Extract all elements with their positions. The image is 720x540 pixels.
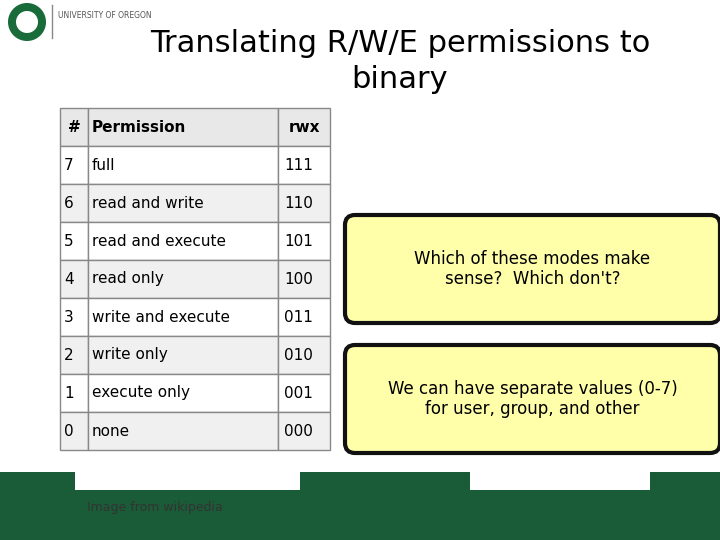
FancyBboxPatch shape — [345, 215, 720, 323]
Text: Which of these modes make
sense?  Which don't?: Which of these modes make sense? Which d… — [415, 249, 651, 288]
Bar — [60, 146, 88, 184]
Text: execute only: execute only — [92, 386, 190, 401]
Text: Image from wikipedia: Image from wikipedia — [87, 502, 223, 515]
Text: UNIVERSITY OF OREGON: UNIVERSITY OF OREGON — [58, 10, 152, 19]
Text: full: full — [92, 158, 115, 172]
Bar — [88, 222, 278, 260]
Text: We can have separate values (0-7)
for user, group, and other: We can have separate values (0-7) for us… — [387, 380, 678, 419]
Text: Translating R/W/E permissions to: Translating R/W/E permissions to — [150, 29, 650, 57]
Text: 7: 7 — [64, 158, 73, 172]
Text: write only: write only — [92, 348, 168, 362]
Bar — [88, 412, 278, 450]
Bar — [60, 298, 88, 336]
Polygon shape — [8, 3, 46, 41]
Bar — [88, 146, 278, 184]
Text: 110: 110 — [284, 195, 313, 211]
Text: binary: binary — [351, 65, 449, 94]
Text: read and execute: read and execute — [92, 233, 226, 248]
Text: 2: 2 — [64, 348, 73, 362]
Text: 3: 3 — [64, 309, 73, 325]
Bar — [60, 336, 88, 374]
Text: rwx: rwx — [288, 119, 320, 134]
FancyBboxPatch shape — [345, 345, 720, 453]
Text: 000: 000 — [284, 423, 313, 438]
Bar — [60, 184, 88, 222]
Text: 0: 0 — [64, 423, 73, 438]
Bar — [88, 298, 278, 336]
Bar — [88, 336, 278, 374]
Bar — [88, 374, 278, 412]
Text: #: # — [68, 119, 81, 134]
Text: write and execute: write and execute — [92, 309, 230, 325]
Bar — [60, 374, 88, 412]
Bar — [278, 146, 330, 184]
Bar — [278, 108, 330, 146]
Bar — [60, 412, 88, 450]
Bar — [278, 336, 330, 374]
Text: 001: 001 — [284, 386, 313, 401]
Text: 101: 101 — [284, 233, 313, 248]
Bar — [0, 472, 75, 492]
Text: 111: 111 — [284, 158, 313, 172]
Bar — [278, 374, 330, 412]
Bar — [278, 222, 330, 260]
Bar — [278, 412, 330, 450]
Bar — [0, 490, 720, 540]
Text: 011: 011 — [284, 309, 313, 325]
Bar — [88, 184, 278, 222]
Bar — [60, 108, 88, 146]
Bar — [60, 260, 88, 298]
Text: 5: 5 — [64, 233, 73, 248]
Text: 1: 1 — [64, 386, 73, 401]
Text: Permission: Permission — [92, 119, 186, 134]
Bar — [60, 222, 88, 260]
Bar — [300, 472, 470, 492]
Text: 6: 6 — [64, 195, 73, 211]
Bar — [650, 472, 720, 492]
Bar — [88, 260, 278, 298]
Bar — [278, 184, 330, 222]
Bar — [278, 298, 330, 336]
Text: 100: 100 — [284, 272, 313, 287]
Text: none: none — [92, 423, 130, 438]
Bar — [278, 260, 330, 298]
Text: read and write: read and write — [92, 195, 204, 211]
Text: read only: read only — [92, 272, 163, 287]
Text: 4: 4 — [64, 272, 73, 287]
Text: 010: 010 — [284, 348, 313, 362]
Bar — [88, 108, 278, 146]
